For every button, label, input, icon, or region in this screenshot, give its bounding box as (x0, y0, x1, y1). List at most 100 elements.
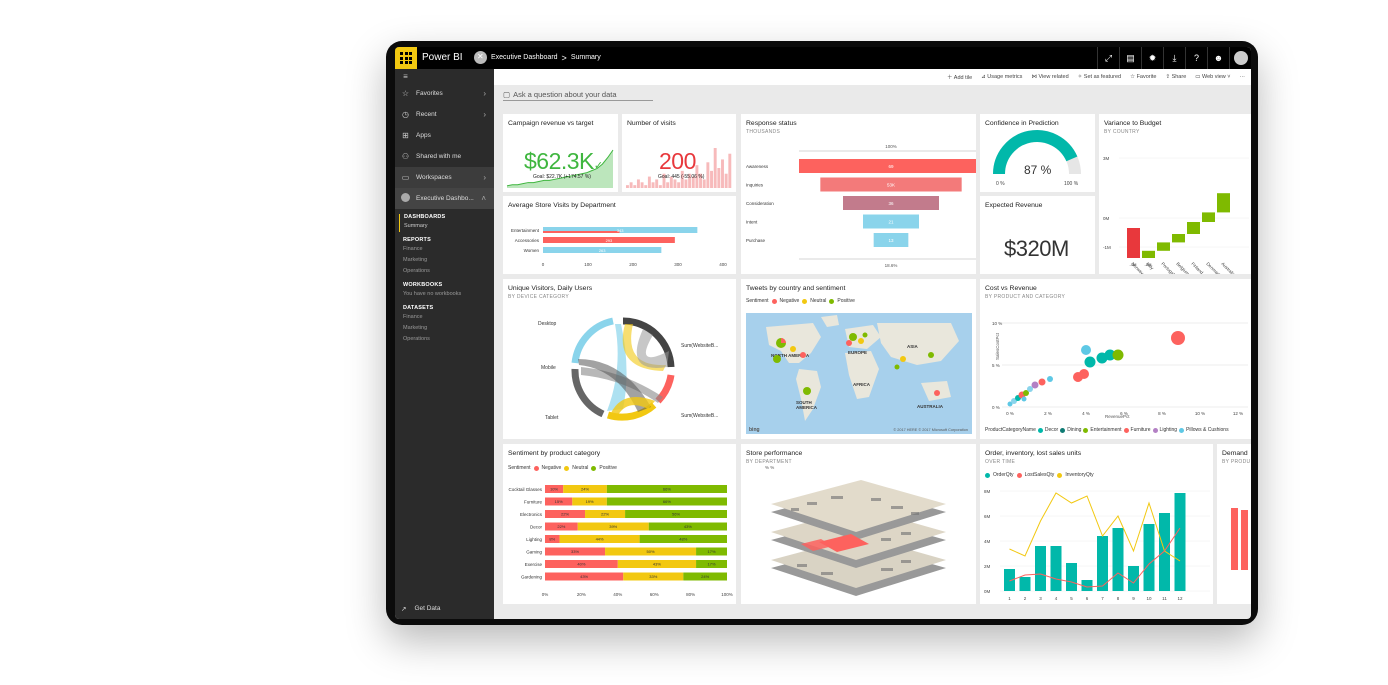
tile-campaign-revenue[interactable]: Campaign revenue vs target $62.3K✓ Goal:… (503, 114, 618, 192)
sidebar-item-shared[interactable]: ⚇ Shared with me (395, 146, 494, 167)
report-link[interactable]: Marketing (403, 257, 428, 263)
breadcrumb-dashboard[interactable]: Executive Dashboard (491, 54, 558, 61)
download-icon[interactable]: ⤓ (1163, 47, 1185, 69)
action-label: View related (1038, 74, 1069, 80)
segment-label: 43% (653, 562, 661, 567)
tile-number-of-visits[interactable]: Number of visits 200 Goal: 445 (-55.06 %… (622, 114, 736, 192)
tile-average-store-visits[interactable]: Average Store Visits by Department Enter… (503, 196, 736, 274)
kpi-goal: Goal: $22.7K (+174.57 %) (533, 174, 591, 180)
tile-title: Campaign revenue vs target (508, 120, 594, 127)
segment-label: 56% (672, 512, 680, 517)
chevron-right-icon[interactable]: › (483, 110, 486, 119)
qa-search-input[interactable]: ▢ Ask a question about your data (503, 88, 653, 101)
stacked-bar-segment (545, 547, 606, 556)
sparkline-bar (629, 182, 633, 188)
campaign-sparkline (506, 149, 614, 188)
web-view-button[interactable]: ▭ Web view ˅ (1195, 74, 1231, 80)
dataset-link[interactable]: Finance (403, 314, 423, 320)
top-bar: Power BI Executive Dashboard > Summary ⤢… (395, 47, 1251, 69)
tile-title: Demand (1222, 450, 1248, 457)
hamburger-icon[interactable]: ≡ (403, 71, 408, 81)
smiley-icon[interactable]: ☻ (1207, 47, 1229, 69)
tile-cost-vs-revenue[interactable]: Cost vs Revenue BY PRODUCT AND CATEGORY … (980, 279, 1251, 439)
dataset-link[interactable]: Marketing (403, 325, 428, 331)
tile-tweets-map[interactable]: Tweets by country and sentiment Sentimen… (741, 279, 976, 439)
x-tick-label: Italy (1145, 261, 1155, 271)
gauge-min: 0 % (996, 181, 1005, 187)
sparkline-bar (677, 182, 681, 188)
tile-confidence[interactable]: Confidence in Prediction 87 % 0 % 100 % (980, 114, 1095, 192)
tile-title: Unique Visitors, Daily Users (508, 285, 593, 292)
share-button[interactable]: ⇪ Share (1165, 74, 1187, 80)
chord-label: Sum(WebsiteB... (681, 413, 719, 419)
comment-icon[interactable]: ▤ (1119, 47, 1141, 69)
app-launcher-icon[interactable] (395, 47, 417, 69)
tile-unique-visitors[interactable]: Unique Visitors, Daily Users BY DEVICE C… (503, 279, 736, 439)
breadcrumb-page[interactable]: Summary (570, 54, 601, 61)
chevron-up-icon[interactable]: ˄ (481, 194, 486, 203)
sparkline-bar (644, 185, 648, 188)
sidebar-item-label: Recent (416, 111, 437, 118)
tile-response-status[interactable]: Response status THOUSANDS 100% Awareness 6… (741, 114, 976, 274)
action-label: Usage metrics (987, 74, 1023, 80)
user-avatar[interactable] (1229, 47, 1251, 69)
favorite-button[interactable]: ☆ Favorite (1130, 74, 1157, 80)
x-tick-label: 2 % (1044, 411, 1052, 416)
sidebar-item-workspaces[interactable]: ▭ Workspaces › (395, 167, 494, 188)
bar-overlay (543, 231, 620, 233)
y-tick-label: 5 % (992, 363, 1000, 368)
segment-label: 40% (577, 562, 585, 567)
category-label: Accessories (515, 238, 540, 243)
dashboard-summary-link[interactable]: Summary (404, 223, 428, 229)
more-options-icon[interactable]: ··· (1239, 74, 1246, 80)
report-link[interactable]: Operations (403, 268, 430, 274)
sparkline-bar (666, 182, 670, 188)
dataset-link[interactable]: Operations (403, 336, 430, 342)
order-bar (1159, 513, 1170, 591)
sidebar-item-apps[interactable]: ⊞ Apps (395, 125, 494, 146)
category-label: Electronics (520, 512, 543, 517)
breadcrumb: Executive Dashboard > Summary (474, 51, 601, 64)
funnel-category-label: Awareness (746, 164, 769, 169)
store-legend: % % (765, 465, 775, 470)
map-label: ASIA (907, 344, 918, 349)
person-share-icon: ⚇ (401, 152, 410, 161)
category-label: Women (524, 248, 540, 253)
gauge-value: 87 % (1024, 163, 1052, 177)
expand-icon[interactable]: ⤢ (1097, 47, 1119, 69)
add-tile-button[interactable]: ＋ Add tile (947, 75, 973, 81)
sparkline-bar (673, 179, 677, 188)
set-featured-button[interactable]: ✧ Set as featured (1077, 74, 1122, 80)
gear-icon[interactable]: ✹ (1141, 47, 1163, 69)
order-bar (1004, 569, 1015, 591)
report-link[interactable]: Finance (403, 246, 423, 252)
stacked-bar-segment (696, 560, 727, 568)
map-label: SOUTH AMERICA (796, 400, 817, 410)
tile-variance-to-budget[interactable]: Variance to Budget BY COUNTRY 3M 0M -1M -1M… (1099, 114, 1251, 274)
waterfall-bar (1187, 222, 1200, 234)
order-bar (1128, 566, 1139, 591)
tile-store-performance[interactable]: Store performance BY DEPARTMENT % % (741, 444, 976, 604)
get-data-button[interactable]: ↗ Get Data (401, 605, 440, 613)
sidebar-item-recent[interactable]: ◷ Recent › (395, 104, 494, 125)
chevron-right-icon[interactable]: › (483, 173, 486, 182)
tile-expected-revenue[interactable]: Expected Revenue $320M (980, 196, 1095, 274)
stacked-bar-segment (625, 510, 727, 518)
chevron-right-icon[interactable]: › (483, 89, 486, 98)
sidebar-item-favorites[interactable]: ☆ Favorites › (395, 83, 494, 104)
tile-demand[interactable]: Demand BY PRODU (1217, 444, 1251, 604)
sidebar-item-executive[interactable]: Executive Dashbo... ˄ (395, 188, 494, 209)
tile-sentiment-by-category[interactable]: Sentiment by product category Sentiment … (503, 444, 736, 604)
order-bar (1066, 563, 1077, 591)
segment-label: 39% (609, 524, 617, 529)
bar (543, 237, 675, 243)
sparkline-bar (647, 176, 651, 188)
funnel-value-label: 13 (888, 238, 894, 243)
tile-order-inventory[interactable]: Order, inventory, lost sales units OVER … (980, 444, 1213, 604)
usage-metrics-button[interactable]: ⊿ Usage metrics (981, 74, 1023, 80)
segment-label: 10% (550, 487, 558, 492)
visits-sparkline (626, 148, 732, 188)
help-icon[interactable]: ? (1185, 47, 1207, 69)
view-related-button[interactable]: ⋈ View related (1031, 74, 1069, 80)
x-tick-label: 10 (1146, 596, 1152, 601)
